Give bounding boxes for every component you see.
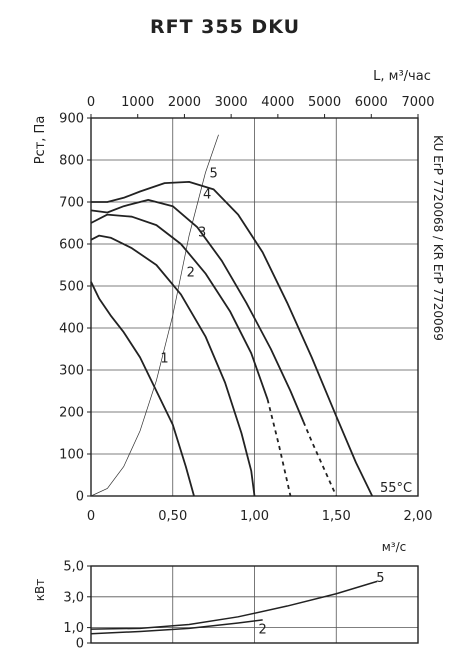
series-line-3 bbox=[90, 213, 269, 400]
series-label-1: 1 bbox=[160, 351, 168, 366]
series-label-5: 5 bbox=[209, 167, 217, 182]
y-tick-label: 300 bbox=[59, 364, 84, 379]
y-tick-label: 900 bbox=[59, 112, 84, 127]
power-plot-frame bbox=[90, 565, 419, 644]
y-tick-label: 700 bbox=[59, 196, 84, 211]
x2-tick-label: 6000 bbox=[355, 95, 388, 110]
x-tick-label: 1,00 bbox=[240, 509, 269, 524]
x2-tick-label: 0 bbox=[87, 95, 95, 110]
y-tick-label: 500 bbox=[59, 280, 84, 295]
power-y-axis-label: кВт bbox=[33, 579, 47, 601]
power-series-line-2 bbox=[90, 619, 263, 635]
power-y-tick-label: 3,0 bbox=[63, 590, 84, 605]
series-line-dashed-4 bbox=[302, 421, 338, 497]
temperature-label: 55°C bbox=[380, 481, 412, 496]
x2-tick-label: 2000 bbox=[168, 95, 201, 110]
power-series-line-5 bbox=[90, 580, 378, 630]
x-tick-label: 0,50 bbox=[158, 509, 187, 524]
x2-tick-label: 7000 bbox=[401, 95, 434, 110]
chart-title: RFT 355 DKU bbox=[149, 16, 301, 38]
power-y-tick-label: 1,0 bbox=[63, 621, 84, 636]
x-tick-label: 2,00 bbox=[404, 509, 433, 524]
y-tick-label: 100 bbox=[59, 448, 84, 463]
y-tick-label: 800 bbox=[59, 154, 84, 169]
series-line-5 bbox=[91, 180, 374, 497]
series-label-4: 4 bbox=[203, 188, 211, 203]
y-tick-label: 0 bbox=[76, 490, 84, 505]
x2-tick-label: 4000 bbox=[261, 95, 294, 110]
series-line-dashed-3 bbox=[266, 399, 292, 497]
series-line-1 bbox=[90, 281, 195, 497]
power-y-tick-label: 0 bbox=[76, 637, 84, 652]
series-line-2 bbox=[90, 234, 256, 497]
power-y-tick-label: 5,0 bbox=[63, 560, 84, 575]
y-tick-label: 400 bbox=[59, 322, 84, 337]
x-tick-label: 0 bbox=[87, 509, 95, 524]
side-label: KU ErP 7720068 / KR ErP 7720069 bbox=[431, 135, 445, 341]
power-chart: 01,0 3,0 5,0 кВт 2 5 bbox=[33, 560, 419, 652]
y-axis-label: Рст, Па bbox=[33, 116, 48, 165]
x2-tick-label: 5000 bbox=[308, 95, 341, 110]
y-tick-label: 600 bbox=[59, 238, 84, 253]
system-curve bbox=[90, 134, 219, 497]
x2-tick-label: 1000 bbox=[121, 95, 154, 110]
series-line-4 bbox=[90, 198, 305, 423]
series-label-2: 2 bbox=[187, 265, 195, 280]
x2-tick-label: 3000 bbox=[215, 95, 248, 110]
power-series-label-2: 2 bbox=[259, 622, 267, 637]
power-series-label-5: 5 bbox=[376, 571, 384, 586]
x2-axis-label: L, м³/час bbox=[373, 69, 431, 84]
y-tick-label: 200 bbox=[59, 406, 84, 421]
x-axis-label: м³/с bbox=[382, 540, 407, 554]
x-tick-label: 1,50 bbox=[322, 509, 351, 524]
